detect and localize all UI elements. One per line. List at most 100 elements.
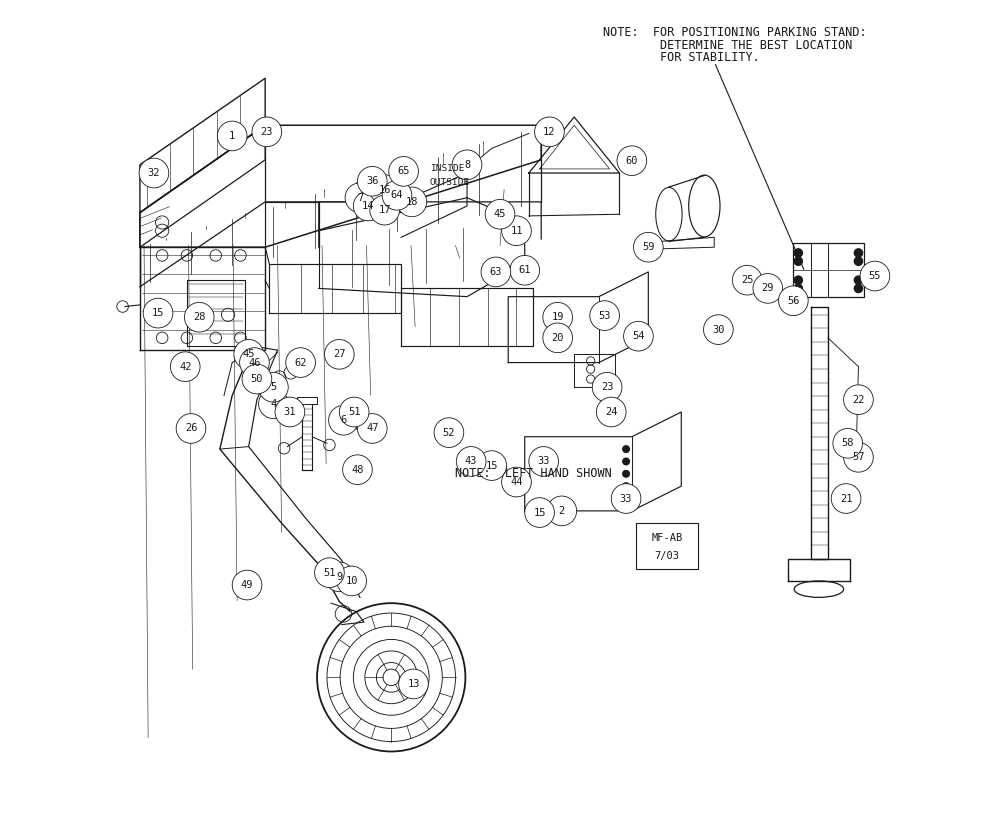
Circle shape xyxy=(623,458,629,465)
Circle shape xyxy=(844,385,873,414)
Text: 15: 15 xyxy=(486,461,498,471)
Circle shape xyxy=(481,257,511,287)
Circle shape xyxy=(502,216,531,246)
Text: 9: 9 xyxy=(336,572,342,582)
Text: 62: 62 xyxy=(294,358,307,368)
Circle shape xyxy=(623,446,629,452)
Text: 5: 5 xyxy=(270,382,277,392)
Text: 48: 48 xyxy=(351,465,364,475)
Circle shape xyxy=(452,150,482,180)
Circle shape xyxy=(176,414,206,443)
Circle shape xyxy=(324,339,354,369)
Text: 30: 30 xyxy=(712,325,725,335)
Circle shape xyxy=(543,302,573,332)
Circle shape xyxy=(259,372,288,402)
Text: 25: 25 xyxy=(741,275,753,285)
Text: 18: 18 xyxy=(406,197,418,207)
Text: 13: 13 xyxy=(407,679,420,689)
Text: FOR STABILITY.: FOR STABILITY. xyxy=(603,51,760,64)
Text: 33: 33 xyxy=(620,494,632,503)
Circle shape xyxy=(184,302,214,332)
Circle shape xyxy=(217,121,247,151)
Circle shape xyxy=(860,261,890,291)
Text: 12: 12 xyxy=(543,127,556,137)
Circle shape xyxy=(324,562,354,592)
Circle shape xyxy=(286,348,315,377)
Text: 23: 23 xyxy=(601,382,613,392)
Text: 61: 61 xyxy=(518,265,531,275)
Text: 22: 22 xyxy=(852,395,865,405)
Text: 59: 59 xyxy=(642,242,655,252)
Circle shape xyxy=(252,117,282,147)
Text: 50: 50 xyxy=(251,374,263,384)
Text: 36: 36 xyxy=(366,176,379,186)
Circle shape xyxy=(232,570,262,600)
Text: 1: 1 xyxy=(229,131,235,141)
Text: INSIDE: INSIDE xyxy=(430,165,464,173)
Circle shape xyxy=(434,418,464,447)
Circle shape xyxy=(794,276,802,284)
Circle shape xyxy=(389,157,418,186)
Circle shape xyxy=(854,249,863,257)
Text: 16: 16 xyxy=(378,185,391,194)
Circle shape xyxy=(259,389,288,419)
Text: NOTE:  LEFT HAND SHOWN: NOTE: LEFT HAND SHOWN xyxy=(455,467,611,480)
Circle shape xyxy=(139,158,169,188)
Text: 55: 55 xyxy=(869,271,881,281)
Text: 26: 26 xyxy=(185,424,197,433)
Circle shape xyxy=(753,274,783,303)
Circle shape xyxy=(844,442,873,472)
Circle shape xyxy=(529,447,559,476)
Circle shape xyxy=(543,323,573,353)
Text: 24: 24 xyxy=(605,407,617,417)
Text: 44: 44 xyxy=(510,477,523,487)
Circle shape xyxy=(329,405,358,435)
Text: 7: 7 xyxy=(357,193,363,203)
Text: 20: 20 xyxy=(551,333,564,343)
Circle shape xyxy=(343,455,372,485)
Circle shape xyxy=(623,495,629,502)
Circle shape xyxy=(143,298,173,328)
Circle shape xyxy=(382,180,412,210)
Circle shape xyxy=(339,397,369,427)
Text: 31: 31 xyxy=(284,407,296,417)
Text: 51: 51 xyxy=(323,568,336,578)
Text: 29: 29 xyxy=(762,283,774,293)
Text: 27: 27 xyxy=(333,349,346,359)
Circle shape xyxy=(240,348,269,377)
Text: 60: 60 xyxy=(626,156,638,166)
Circle shape xyxy=(732,265,762,295)
Text: 45: 45 xyxy=(242,349,255,359)
Text: NOTE:  FOR POSITIONING PARKING STAND:: NOTE: FOR POSITIONING PARKING STAND: xyxy=(603,26,867,40)
Text: 42: 42 xyxy=(179,362,191,372)
Text: 57: 57 xyxy=(852,452,865,462)
Circle shape xyxy=(456,447,486,476)
Circle shape xyxy=(242,364,272,394)
Circle shape xyxy=(345,183,375,213)
Text: 58: 58 xyxy=(841,438,854,448)
Circle shape xyxy=(596,397,626,427)
Text: 10: 10 xyxy=(345,576,358,586)
Text: 43: 43 xyxy=(465,456,477,466)
Text: 45: 45 xyxy=(494,209,506,219)
Text: 32: 32 xyxy=(148,168,160,178)
Circle shape xyxy=(337,566,367,596)
Text: 4: 4 xyxy=(270,399,277,409)
Circle shape xyxy=(502,467,531,497)
Text: 15: 15 xyxy=(533,508,546,517)
Text: 47: 47 xyxy=(366,424,379,433)
Bar xyxy=(636,523,698,569)
Text: 11: 11 xyxy=(510,226,523,236)
Circle shape xyxy=(357,414,387,443)
Text: OUTSIDE: OUTSIDE xyxy=(430,179,470,187)
Text: 7/03: 7/03 xyxy=(654,551,679,561)
Circle shape xyxy=(794,284,802,293)
Circle shape xyxy=(397,187,427,217)
Text: 2: 2 xyxy=(559,506,565,516)
Circle shape xyxy=(854,284,863,293)
Text: 56: 56 xyxy=(787,296,800,306)
Circle shape xyxy=(623,471,629,477)
Circle shape xyxy=(833,428,863,458)
Circle shape xyxy=(357,166,387,196)
Text: 17: 17 xyxy=(378,205,391,215)
